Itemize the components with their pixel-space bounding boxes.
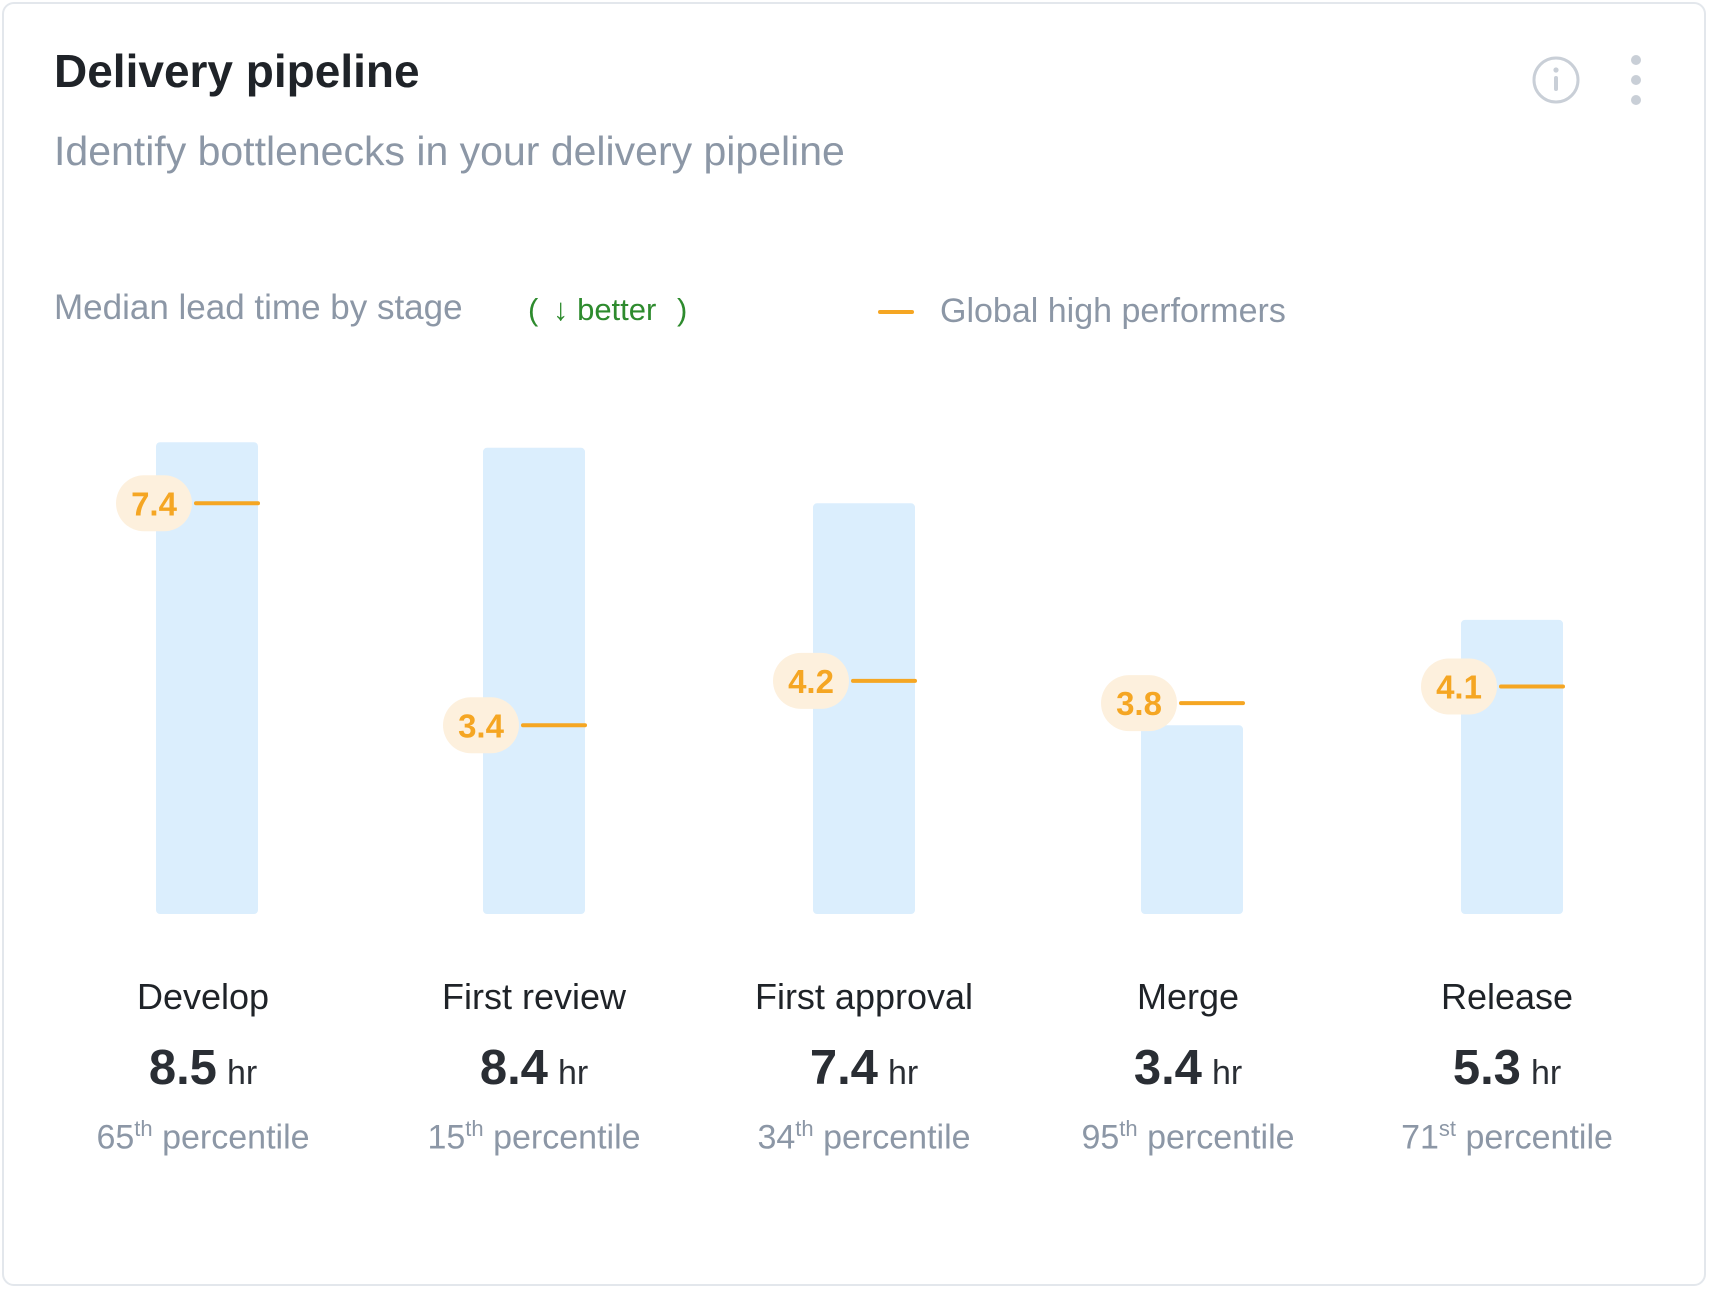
percentile-number: 65 xyxy=(96,1118,135,1157)
stage-value-unit: hr xyxy=(1211,1054,1243,1092)
stage-percentile: 95th percentile xyxy=(1038,1116,1338,1157)
stage-value: 8.5 hr xyxy=(53,1040,353,1096)
stage-value-number: 5.3 xyxy=(1452,1041,1521,1095)
benchmark-label-merge: 3.8 xyxy=(1116,685,1162,722)
benchmark-badge-first-review xyxy=(443,697,519,754)
stage-name: Merge xyxy=(1136,976,1240,1017)
benchmark-badge-release xyxy=(1421,658,1497,715)
stage-percentile: 34th percentile xyxy=(714,1116,1014,1157)
bar-first-approval xyxy=(813,503,915,914)
percentile-suffix: th xyxy=(465,1116,484,1141)
stage-value: 3.4 hr xyxy=(1038,1040,1338,1096)
stage-release: Release 5.3 hr 71st percentile xyxy=(1357,976,1657,1157)
more-vertical-icon[interactable] xyxy=(1622,54,1650,106)
arrow-down-icon: ↓ xyxy=(552,292,569,327)
percentile-suffix: th xyxy=(795,1116,814,1141)
stage-develop: Develop 8.5 hr 65th percentile xyxy=(53,976,353,1157)
percentile-suffix: st xyxy=(1438,1116,1457,1141)
percentile-number: 95 xyxy=(1081,1118,1120,1157)
card-title: Delivery pipeline xyxy=(54,45,420,97)
better-close-paren: ) xyxy=(676,292,688,327)
benchmark-label-release: 4.1 xyxy=(1436,668,1482,705)
stage-percentile: 15th percentile xyxy=(384,1116,684,1157)
percentile-suffix: th xyxy=(1119,1116,1138,1141)
benchmark-badge-first-approval xyxy=(773,652,849,709)
stage-value-unit: hr xyxy=(887,1054,919,1092)
legend: Global high performers xyxy=(878,292,1286,331)
stage-name: Develop xyxy=(136,976,270,1017)
benchmark-badge-develop xyxy=(116,475,192,532)
stage-value-number: 8.5 xyxy=(148,1041,217,1095)
percentile-number: 34 xyxy=(757,1118,796,1157)
better-open-paren: ( xyxy=(528,292,539,327)
bar-develop xyxy=(156,442,258,914)
benchmark-label-first-review: 3.4 xyxy=(458,707,505,744)
benchmark-badge-merge xyxy=(1101,675,1177,732)
percentile-label: percentile xyxy=(1147,1118,1295,1157)
stage-merge: Merge 3.4 hr 95th percentile xyxy=(1038,976,1338,1157)
stage-percentile: 71st percentile xyxy=(1357,1116,1657,1157)
stage-value-unit: hr xyxy=(226,1054,258,1092)
stage-name: Release xyxy=(1440,976,1574,1017)
legend-line-icon xyxy=(878,309,914,314)
percentile-suffix: th xyxy=(134,1116,153,1141)
stage-first-review: First review 8.4 hr 15th percentile xyxy=(384,976,684,1157)
stage-value: 7.4 hr xyxy=(714,1040,1014,1096)
stage-name: First review xyxy=(441,976,626,1017)
percentile-label: percentile xyxy=(823,1118,971,1157)
stage-value-number: 8.4 xyxy=(479,1041,548,1095)
better-direction-hint: ( ↓ better ) xyxy=(528,292,687,328)
stage-value: 5.3 hr xyxy=(1357,1040,1657,1096)
stage-name: First approval xyxy=(754,976,974,1017)
percentile-label: percentile xyxy=(1465,1118,1613,1157)
stage-first-approval: First approval 7.4 hr 34th percentile xyxy=(714,976,1014,1157)
stage-value-unit: hr xyxy=(557,1054,589,1092)
stage-value-unit: hr xyxy=(1530,1054,1562,1092)
stage-percentile: 65th percentile xyxy=(53,1116,353,1157)
stage-value-number: 7.4 xyxy=(809,1041,878,1095)
chart-title: Median lead time by stage xyxy=(54,288,463,327)
stage-value-number: 3.4 xyxy=(1133,1041,1202,1095)
benchmark-label-develop: 7.4 xyxy=(131,485,178,522)
percentile-number: 71 xyxy=(1401,1118,1439,1157)
percentile-number: 15 xyxy=(427,1118,466,1157)
stage-value: 8.4 hr xyxy=(384,1040,684,1096)
bar-merge xyxy=(1141,725,1243,914)
legend-label: Global high performers xyxy=(940,292,1286,330)
percentile-label: percentile xyxy=(162,1118,310,1157)
benchmark-label-first-approval: 4.2 xyxy=(788,663,834,700)
better-label: better xyxy=(577,292,657,327)
info-circle-icon[interactable] xyxy=(1530,54,1582,106)
bar-first-review xyxy=(483,447,585,914)
card-subtitle: Identify bottlenecks in your delivery pi… xyxy=(54,128,845,174)
percentile-label: percentile xyxy=(493,1118,641,1157)
